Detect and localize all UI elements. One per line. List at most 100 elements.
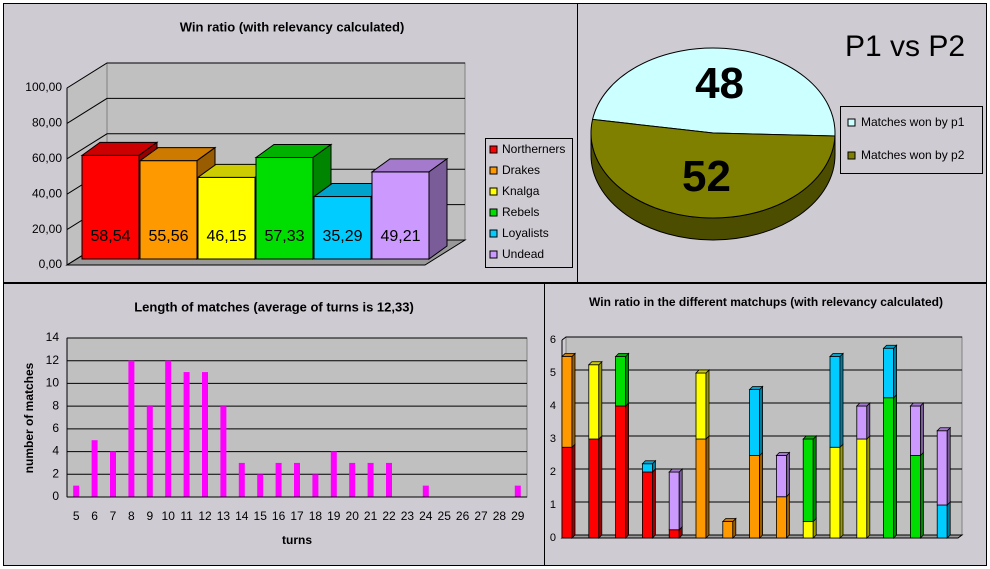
bar xyxy=(257,474,264,497)
y-tick-label: 4 xyxy=(550,400,556,412)
bar-top xyxy=(829,353,844,357)
bar-segment xyxy=(856,438,868,539)
y-tick-label: 10 xyxy=(46,376,60,390)
y-tick-label: 12 xyxy=(46,353,60,367)
y-axis-label: number of matches xyxy=(22,362,36,473)
legend-swatch xyxy=(847,118,856,127)
y-tick-label: 5 xyxy=(550,367,556,379)
bar-side xyxy=(759,385,763,457)
bar-side xyxy=(571,352,576,449)
x-axis-label: turns xyxy=(282,533,312,547)
data-label: 49,21 xyxy=(380,228,420,245)
legend-label: Loyalists xyxy=(502,226,549,240)
data-label: 57,33 xyxy=(264,228,304,245)
bar-segment xyxy=(695,438,707,539)
bar xyxy=(146,406,153,497)
grid-line xyxy=(66,97,465,124)
x-tick-label: 5 xyxy=(73,509,80,523)
legend-label: Knalga xyxy=(502,184,540,198)
bar-side xyxy=(946,426,951,506)
x-tick-label: 22 xyxy=(382,509,396,523)
x-tick-label: 6 xyxy=(91,509,98,523)
bar-segment xyxy=(776,496,787,539)
data-label: 52 xyxy=(682,152,731,201)
y-tick-label: 60,00 xyxy=(32,151,62,165)
bar xyxy=(386,462,392,497)
bar-segment xyxy=(883,347,894,399)
pie-slice xyxy=(590,118,836,219)
x-tick-label: 10 xyxy=(162,509,176,523)
y-tick-label: 100,00 xyxy=(25,80,62,94)
bar-side xyxy=(652,468,656,539)
legend-swatch xyxy=(489,229,498,238)
x-tick-label: 24 xyxy=(419,509,433,523)
y-tick-label: 1 xyxy=(550,499,556,511)
legend-label: Northerners xyxy=(502,142,565,156)
bar-top xyxy=(695,369,710,374)
bar xyxy=(73,485,80,497)
bar-top xyxy=(721,518,737,522)
bar-side xyxy=(598,360,603,440)
x-tick-label: 27 xyxy=(474,509,488,523)
y-tick-label: 6 xyxy=(550,334,556,346)
bar-segment xyxy=(776,455,787,498)
bar xyxy=(110,451,116,497)
bar-side xyxy=(759,451,763,539)
bar xyxy=(255,157,314,260)
bar-segment xyxy=(910,455,921,539)
bar-side xyxy=(920,451,924,539)
bar-segment xyxy=(668,529,680,539)
bar xyxy=(514,485,521,497)
bar-side xyxy=(705,369,710,440)
legend xyxy=(485,138,573,268)
data-label: 35,29 xyxy=(322,228,362,245)
bar-top xyxy=(587,361,603,366)
x-tick-label: 29 xyxy=(511,509,525,523)
bar xyxy=(294,462,300,497)
bar-top xyxy=(775,452,791,456)
legend-swatch xyxy=(489,250,498,259)
x-tick-label: 16 xyxy=(272,509,286,523)
bar-side xyxy=(920,402,924,457)
bar-top xyxy=(855,402,871,407)
bar-side xyxy=(428,157,448,260)
bar xyxy=(275,462,282,497)
bar-segment xyxy=(668,471,680,531)
bar-side xyxy=(893,344,897,399)
bar xyxy=(202,372,208,497)
grid-line xyxy=(66,133,465,160)
bar-side xyxy=(598,435,603,539)
legend-swatch xyxy=(489,145,498,154)
bar-top xyxy=(561,353,576,357)
bar xyxy=(367,462,374,497)
bar-segment xyxy=(722,521,734,539)
bar-top xyxy=(668,468,684,473)
x-tick-label: 17 xyxy=(290,509,304,523)
data-label: 48 xyxy=(695,59,744,108)
y-tick-label: 0 xyxy=(52,489,59,503)
y-tick-label: 20,00 xyxy=(32,222,62,236)
bar-segment xyxy=(695,372,707,440)
y-tick-label: 3 xyxy=(550,433,556,445)
bar xyxy=(183,372,190,497)
y-tick-label: 40,00 xyxy=(32,186,62,200)
bar-segment xyxy=(588,438,600,539)
bar-segment xyxy=(642,471,653,539)
bar xyxy=(312,474,319,497)
bar-side xyxy=(786,451,790,498)
chart-title: P1 vs P2 xyxy=(845,30,965,63)
legend-label: Undead xyxy=(502,247,544,261)
bar-segment xyxy=(829,446,841,539)
bar-side xyxy=(625,352,629,407)
chart-title: Win ratio in the different matchups (wit… xyxy=(589,295,943,309)
bar xyxy=(422,485,429,497)
bar-side xyxy=(625,402,629,539)
bar-segment xyxy=(802,521,814,539)
bar-segment xyxy=(829,356,841,448)
bar xyxy=(165,360,172,497)
y-tick-label: 8 xyxy=(52,398,59,412)
bar-segment xyxy=(856,405,868,440)
data-label: 55,56 xyxy=(148,228,188,245)
bar xyxy=(238,462,245,497)
x-tick-label: 18 xyxy=(309,509,323,523)
